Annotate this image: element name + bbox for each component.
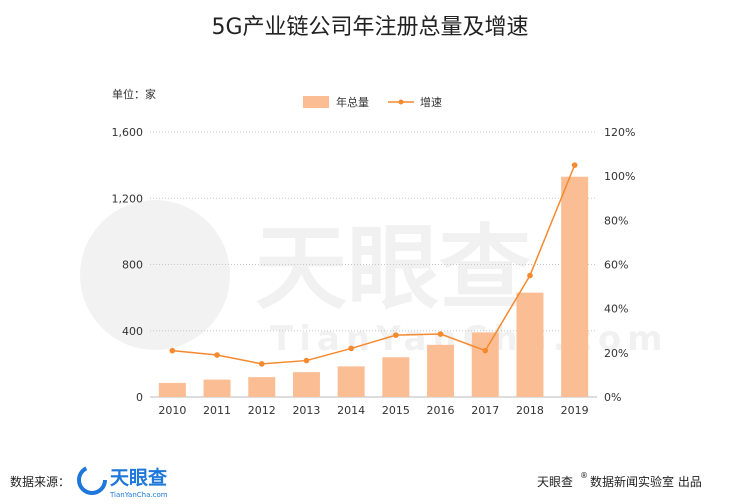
x-tick-label: 2019 — [561, 404, 589, 417]
bar-2015 — [382, 357, 410, 397]
left-tick-label: 1,200 — [112, 192, 144, 205]
right-tick-label: 0% — [604, 391, 621, 404]
x-axis: 2010 2011 2012 2013 2014 2015 2016 2017 2018 2019 — [158, 404, 588, 417]
growth-point-2019 — [571, 162, 578, 168]
x-tick-label: 2015 — [382, 404, 410, 417]
growth-point-2012 — [258, 361, 265, 367]
chart-title: 5G产业链公司年注册总量及增速 — [211, 15, 528, 40]
growth-point-2015 — [393, 332, 399, 338]
growth-point-2014 — [348, 345, 354, 352]
bar-series — [158, 176, 589, 397]
growth-point-2010 — [169, 347, 176, 354]
right-axis: 0% 20% 40% 60% 80% 100% 120% — [604, 126, 635, 404]
left-tick-label: 1,600 — [112, 126, 144, 139]
bar-2012 — [248, 377, 276, 397]
x-tick-label: 2013 — [292, 404, 320, 417]
source-url: TianYanCha.com — [109, 491, 168, 499]
left-axis: 0 400 800 1,200 1,600 — [112, 126, 144, 404]
growth-point-2018 — [527, 272, 533, 279]
right-tick-label: 20% — [604, 347, 628, 360]
bar-2011 — [203, 379, 231, 397]
source-logo-icon — [77, 465, 107, 495]
right-tick-label: 60% — [604, 259, 628, 272]
bar-2013 — [292, 372, 320, 397]
credit-registered: ® — [580, 471, 588, 480]
x-tick-label: 2014 — [337, 404, 365, 417]
source-label: 数据来源： — [10, 474, 70, 489]
legend-label-line: 增速 — [420, 95, 442, 109]
legend-label-bar: 年总量 — [336, 95, 369, 109]
growth-line — [172, 164, 576, 365]
right-tick-label: 120% — [604, 126, 635, 139]
x-tick-label: 2017 — [471, 404, 499, 417]
watermark-logo-icon — [80, 200, 230, 350]
x-tick-label: 2010 — [158, 404, 186, 417]
footer: 数据来源： 天眼查 TianYanCha.com 天眼查 ® 数据新闻实验室 出… — [10, 465, 702, 499]
bar-2014 — [337, 366, 365, 397]
right-tick-label: 100% — [604, 170, 635, 183]
source-brand: 天眼查 — [110, 466, 168, 489]
legend-marker-line — [398, 99, 404, 105]
legend: 年总量 增速 — [303, 95, 442, 109]
x-tick-label: 2011 — [203, 404, 231, 417]
growth-point-2013 — [303, 357, 310, 364]
left-tick-label: 400 — [122, 325, 143, 338]
x-tick-label: 2016 — [427, 404, 455, 417]
credit-text: 数据新闻实验室 出品 — [590, 474, 702, 489]
right-tick-label: 40% — [604, 303, 628, 316]
unit-label: 单位：家 — [112, 87, 156, 101]
x-tick-label: 2018 — [516, 404, 544, 417]
bar-2010 — [158, 382, 186, 397]
growth-point-2011 — [214, 352, 220, 358]
credit-brand: 天眼查 — [537, 475, 573, 489]
growth-point-2017 — [482, 347, 489, 354]
line-series — [169, 162, 578, 367]
left-tick-label: 800 — [122, 259, 143, 272]
legend-swatch-bar — [303, 96, 329, 108]
growth-point-2016 — [437, 331, 444, 337]
bar-2016 — [427, 344, 455, 397]
watermark-brand: 天眼查 — [255, 215, 531, 322]
x-tick-label: 2012 — [248, 404, 276, 417]
left-tick-label: 0 — [136, 391, 143, 404]
bar-2017 — [471, 332, 499, 397]
right-tick-label: 80% — [604, 214, 628, 227]
bar-2018 — [516, 292, 544, 397]
bar-2019 — [561, 176, 589, 397]
